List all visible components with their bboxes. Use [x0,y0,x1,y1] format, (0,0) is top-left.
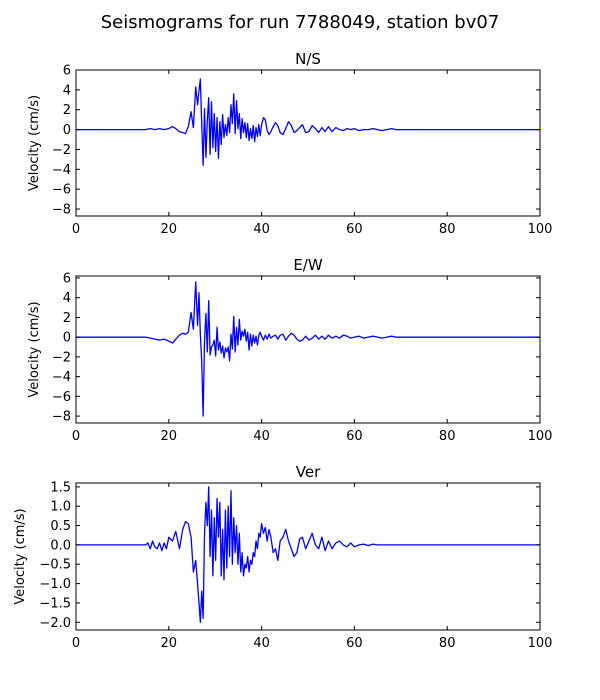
panel-title: Ver [296,463,321,481]
y-tick-label: −1.0 [39,577,71,592]
y-tick-label: −6 [52,390,71,405]
x-tick-label: 80 [439,636,456,651]
x-tick-label: 80 [439,222,456,237]
y-axis-label: Velocity (cm/s) [27,95,42,191]
x-tick-label: 100 [528,636,553,651]
plot-frame [75,69,541,217]
y-tick-label: −8 [52,203,71,218]
y-tick-label: 1.5 [50,480,71,495]
figure-title: Seismograms for run 7788049, station bv0… [101,12,500,33]
x-tick-label: 0 [72,222,80,237]
y-tick-label: 0 [63,123,71,138]
x-tick-label: 40 [253,429,270,444]
x-tick-label: 60 [346,429,363,444]
y-tick-label: −2 [52,143,71,158]
y-tick-label: 2 [63,103,71,118]
y-tick-label: 0.5 [50,519,71,534]
y-tick-label: 1.0 [50,500,71,515]
series-line [76,281,540,417]
y-tick-label: 4 [63,291,71,306]
y-tick-label: −4 [52,370,71,385]
y-tick-label: −1.5 [39,596,71,611]
x-tick-label: 20 [161,222,178,237]
x-tick-label: 100 [528,429,553,444]
x-tick-label: 0 [72,636,80,651]
y-axis-label: Velocity (cm/s) [13,508,28,604]
chart-panel: Ver 0 20 40 60 80 100 1.5 1.0 0.5 0.0 −0.5 −1.0 −1.5 −… [13,463,552,651]
y-tick-label: 4 [63,83,71,98]
x-tick-label: 0 [72,429,80,444]
x-tick-label: 40 [253,636,270,651]
x-tick-label: 60 [346,222,363,237]
y-tick-label: 2 [63,311,71,326]
series-line [76,78,540,167]
plot-frame [75,482,541,631]
panel-title: E/W [293,256,323,274]
y-axis-label: Velocity (cm/s) [27,301,42,397]
x-tick-label: 100 [528,222,553,237]
y-tick-label: 0.0 [50,538,71,553]
y-tick-label: 0 [63,331,71,346]
x-tick-label: 40 [253,222,270,237]
x-tick-label: 80 [439,429,456,444]
y-tick-label: −0.5 [39,558,71,573]
x-tick-label: 20 [161,429,178,444]
y-tick-label: −2 [52,350,71,365]
x-tick-label: 60 [346,636,363,651]
y-tick-label: −6 [52,183,71,198]
series-line [76,486,540,623]
y-tick-label: −2.0 [39,616,71,631]
y-tick-label: −4 [52,163,71,178]
plot-frame [75,275,541,424]
y-tick-label: −8 [52,410,71,425]
y-tick-label: 6 [63,271,71,286]
panel-title: N/S [295,50,321,68]
y-tick-label: 6 [63,64,71,79]
x-tick-label: 20 [161,636,178,651]
